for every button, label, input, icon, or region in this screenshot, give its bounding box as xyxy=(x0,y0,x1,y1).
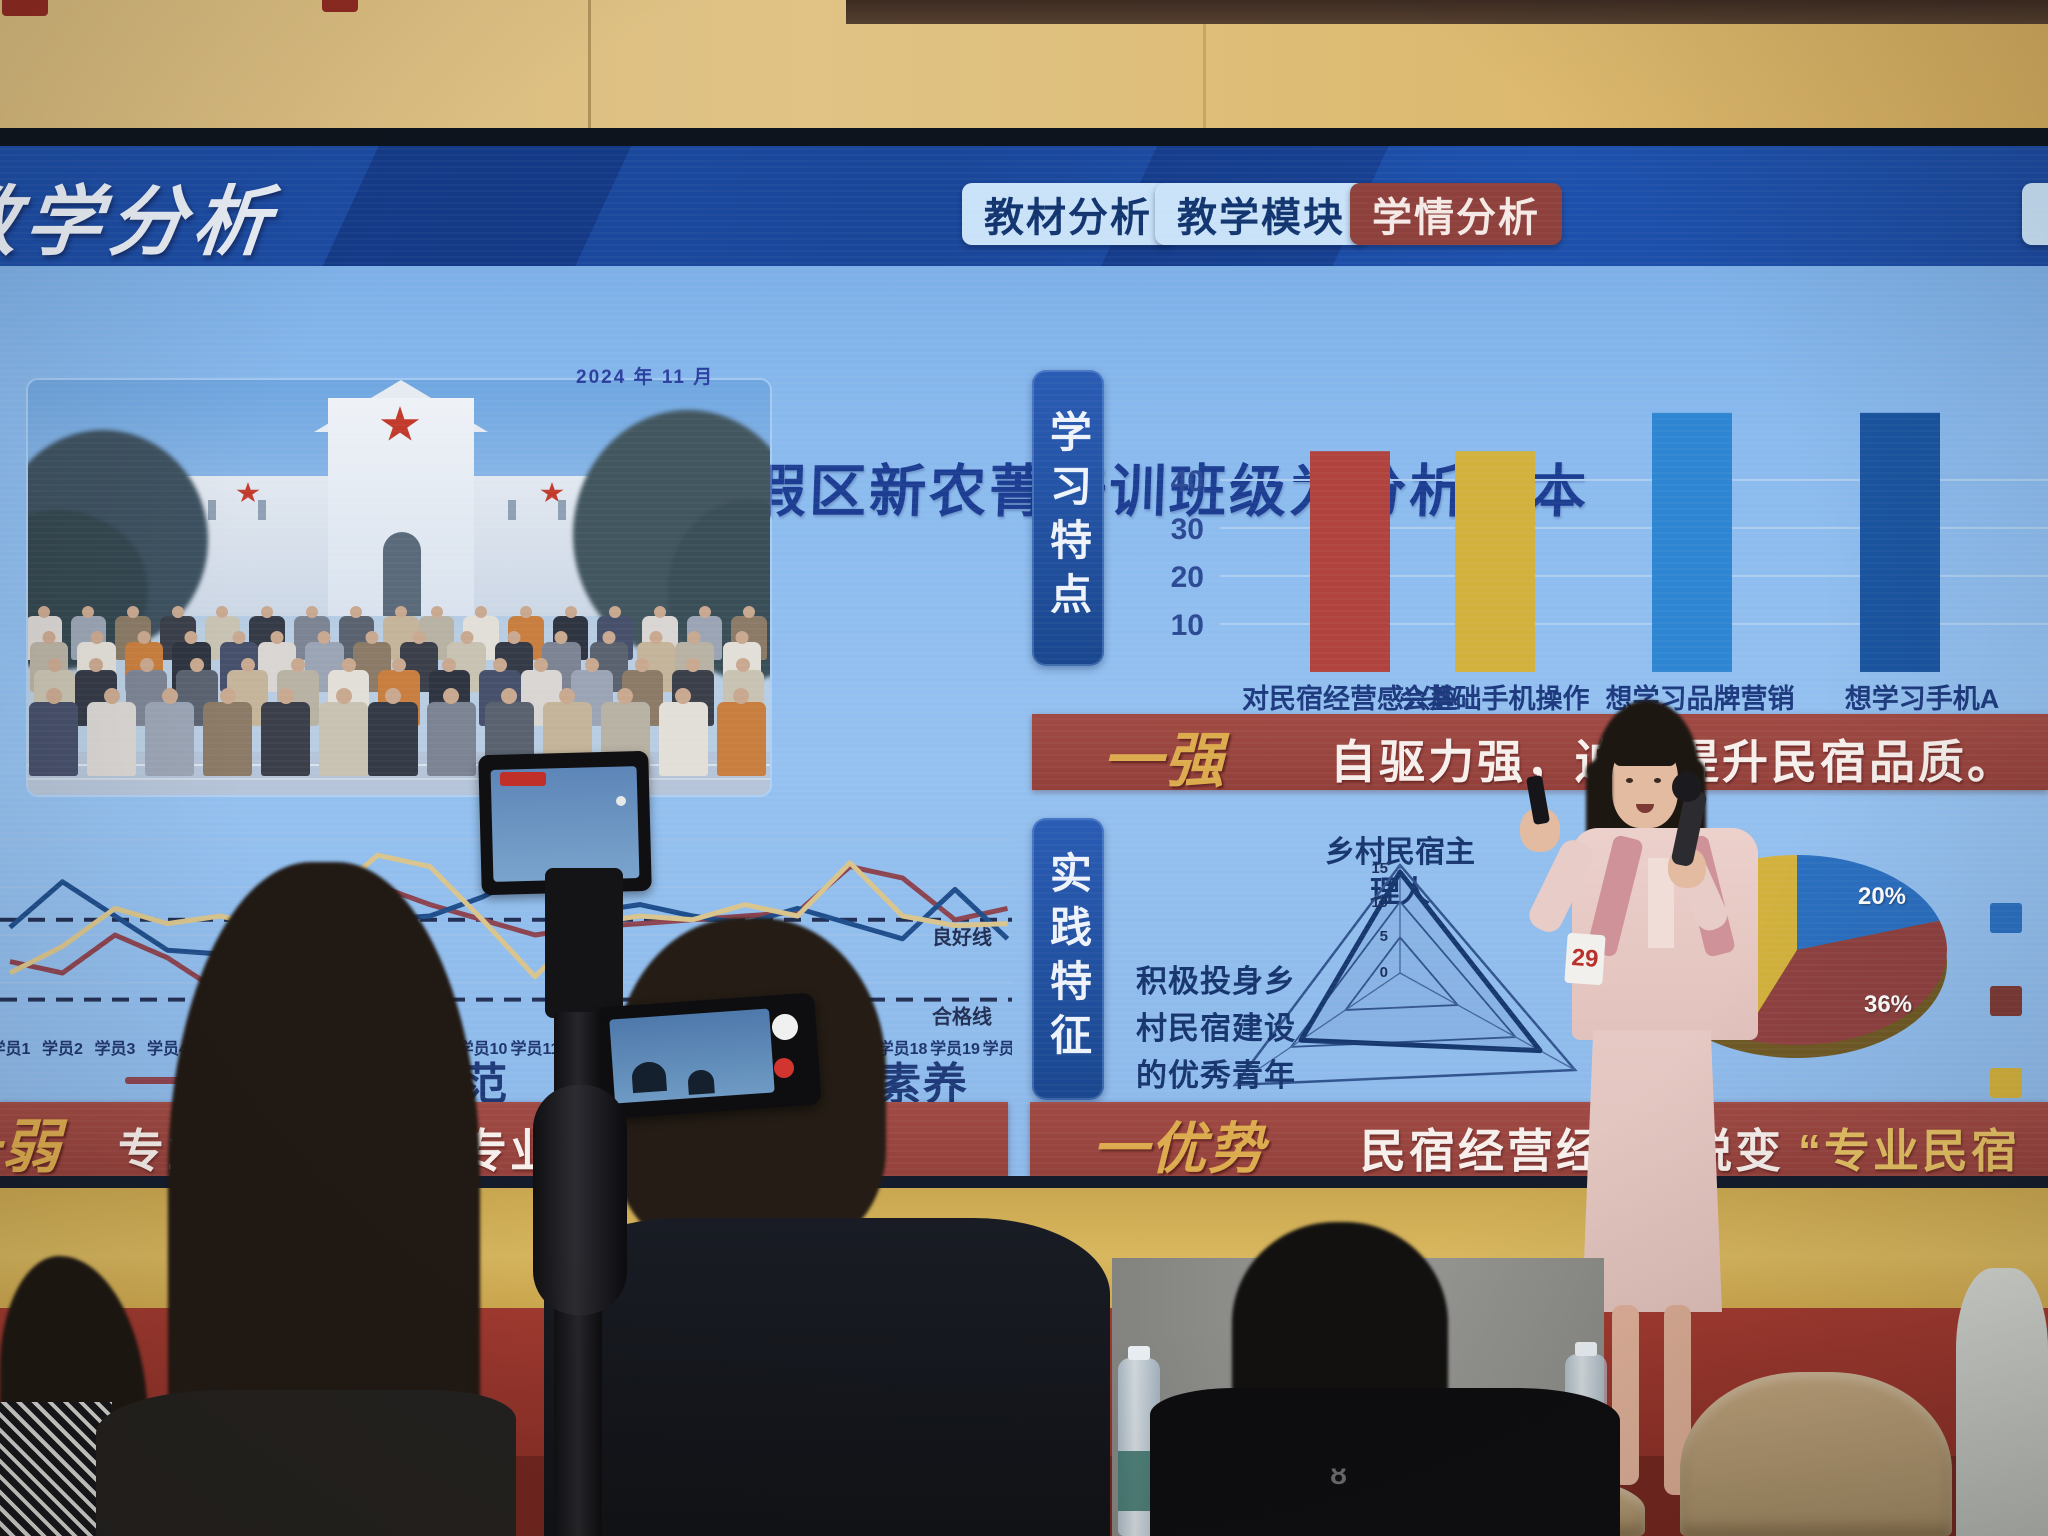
section-tab-practice: 实践特征 xyxy=(1032,818,1104,1100)
svg-text:想学习手机A: 想学习手机A xyxy=(1845,683,2000,714)
svg-text:5: 5 xyxy=(1380,928,1388,945)
chair-back xyxy=(1680,1372,1952,1536)
monitor-preview-head xyxy=(630,1060,668,1094)
tab-learner-analysis-active: 学情分析 xyxy=(1350,183,1562,245)
screen-bezel xyxy=(0,128,2048,150)
step-line xyxy=(28,778,770,780)
presenter-eye xyxy=(1654,778,1661,783)
photo-person xyxy=(716,688,766,776)
advantage-text-quote: “专业民宿 xyxy=(1798,1125,2020,1177)
legend-swatch xyxy=(125,1076,217,1084)
tab-label: 学情分析 xyxy=(1372,196,1540,240)
audience-woman-shoulder xyxy=(96,1390,516,1536)
photo-person xyxy=(368,688,418,776)
svg-text:学员19: 学员19 xyxy=(930,1039,980,1058)
svg-text:会基础手机操作: 会基础手机操作 xyxy=(1401,684,1590,714)
side-text-line: 村民宿建设 xyxy=(1136,1011,1296,1046)
slide-header-band: 教学分析 教材分析 教学模块 学情分析 xyxy=(0,146,2048,266)
class-photo xyxy=(28,380,770,795)
audience-man1-shoulders xyxy=(544,1218,1110,1536)
svg-text:10: 10 xyxy=(1171,609,1204,642)
practice-side-text: 积极投身乡 村民宿建设 的优秀青年 xyxy=(1136,958,1316,1099)
svg-text:良好线: 良好线 xyxy=(932,925,992,949)
svg-text:学员1: 学员1 xyxy=(0,1039,31,1058)
svg-text:40: 40 xyxy=(1171,465,1204,498)
window xyxy=(558,500,566,520)
wall-top xyxy=(0,0,2048,150)
window xyxy=(508,500,516,520)
photo-caption: 2024 年 11 月 xyxy=(576,367,715,388)
building-door xyxy=(383,532,421,616)
svg-text:学员10: 学员10 xyxy=(458,1039,508,1058)
svg-text:20: 20 xyxy=(1171,561,1204,594)
microphone-head xyxy=(1672,772,1702,802)
advantage-banner: 一优势 民宿经营经验 蜕变 “专业民宿 xyxy=(1030,1102,2048,1180)
deck-title: 教学分析 xyxy=(0,180,282,265)
svg-text:10: 10 xyxy=(1371,894,1388,911)
photo-person xyxy=(145,688,195,776)
tab-label: 教材分析 xyxy=(984,196,1152,240)
svg-text:合格线: 合格线 xyxy=(932,1005,992,1029)
photo-person xyxy=(29,688,79,776)
photo-person xyxy=(426,688,476,776)
photo-person xyxy=(319,688,369,776)
wall-seam xyxy=(1203,0,1206,150)
side-text-line: 积极投身乡 xyxy=(1136,964,1296,999)
svg-text:36%: 36% xyxy=(1864,991,1912,1018)
svg-text:20%: 20% xyxy=(1858,883,1906,910)
svg-text:对民宿经营感兴趣: 对民宿经营感兴趣 xyxy=(1242,683,1458,714)
weak-badge: 一弱 xyxy=(0,1115,63,1180)
audience-patterned-jacket xyxy=(0,1402,112,1536)
photo-person xyxy=(658,688,708,776)
recording-indicator xyxy=(500,772,546,786)
pie-legend-key-blue xyxy=(1990,903,2022,933)
radar-chart: 15 10 5 0 xyxy=(1232,860,1578,1087)
svg-text:学员2: 学员2 xyxy=(42,1039,83,1058)
strong-badge: 一强 xyxy=(1102,727,1226,790)
svg-text:学员11: 学员11 xyxy=(511,1039,560,1058)
group-of-people xyxy=(28,380,770,795)
svg-text:学员18: 学员18 xyxy=(878,1039,928,1058)
presenter-eye xyxy=(1626,778,1633,783)
svg-text:0: 0 xyxy=(1380,964,1388,981)
svg-text:学员20: 学员20 xyxy=(983,1039,1012,1058)
presenter-skirt xyxy=(1582,1030,1722,1312)
tab-teaching-modules: 教学模块 xyxy=(1155,183,1367,245)
ceiling-strip xyxy=(846,0,2048,24)
svg-text:学员4: 学员4 xyxy=(147,1039,188,1058)
pie-legend-key-red xyxy=(1990,986,2022,1016)
ceiling-red-mark xyxy=(322,0,358,12)
wall-seam xyxy=(588,0,591,150)
advantage-badge: 一优势 xyxy=(1092,1117,1266,1180)
tripod-handle xyxy=(533,1085,627,1315)
chair-cover xyxy=(1956,1268,2048,1536)
audience-man2-shoulders xyxy=(1150,1388,1620,1536)
window xyxy=(258,500,266,520)
presenter-mouth xyxy=(1636,804,1654,813)
section-tab-learning: 学习特点 xyxy=(1032,370,1104,666)
tab-partial xyxy=(2022,183,2048,245)
ceiling-red-mark xyxy=(2,0,48,16)
svg-text:30: 30 xyxy=(1171,513,1204,546)
photo-person xyxy=(87,688,137,776)
record-button xyxy=(774,1058,794,1078)
tab-label: 教学模块 xyxy=(1177,196,1345,240)
svg-text:学员3: 学员3 xyxy=(95,1039,136,1058)
window xyxy=(208,500,216,520)
monitor-preview-head xyxy=(687,1069,715,1095)
svg-text:15: 15 xyxy=(1371,860,1388,877)
phone-ui-dot xyxy=(616,796,626,806)
contestant-badge: 29 xyxy=(1564,932,1606,986)
pie-legend-key-yellow xyxy=(1990,1068,2022,1098)
side-text-line: 的优秀青年 xyxy=(1136,1058,1296,1093)
ua-logo-icon: ᴕ xyxy=(1330,1458,1348,1491)
tab-textbook-analysis: 教材分析 xyxy=(962,183,1174,245)
photo-person xyxy=(261,688,311,776)
rig-clamp xyxy=(545,868,623,1018)
presenter-bangs xyxy=(1614,736,1676,766)
photo-person xyxy=(203,688,253,776)
